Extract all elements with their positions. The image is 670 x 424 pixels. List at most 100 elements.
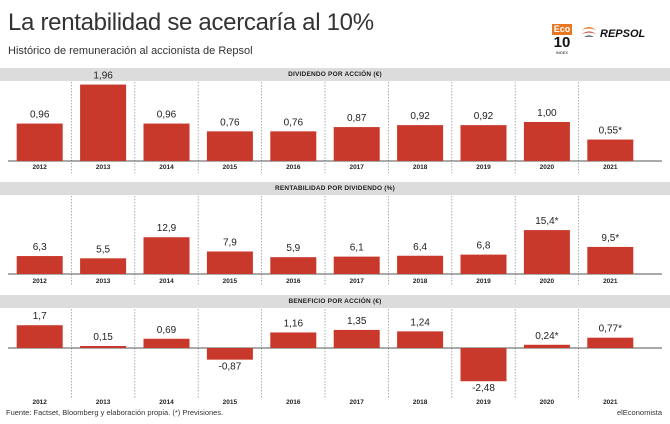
panel-1-header: DIVIDENDO POR ACCIÓN (€) [0,68,670,81]
year-label-2017: 2017 [349,278,364,285]
year-label-2018: 2018 [413,164,428,171]
value-label-2020: 1,00 [537,108,557,119]
value-label-2017: 0,87 [347,113,367,124]
value-label-2014: 0,96 [157,110,177,121]
bar-2015 [206,131,253,161]
value-label-2013: 1,96 [93,71,113,82]
panel-2-title: RENTABILIDAD POR DIVIDENDO (%) [275,185,395,192]
value-label-2019: 6,8 [477,241,491,252]
year-label-2019: 2019 [476,399,491,406]
year-label-2020: 2020 [540,278,555,285]
bar-2016 [270,131,317,161]
value-label-2017: 6,1 [350,243,364,254]
year-label-2019: 2019 [476,164,491,171]
eco10-logo: Eco 10 INDEX [552,24,572,56]
panel-1-title: DIVIDENDO POR ACCIÓN (€) [288,71,382,78]
value-label-2016: 0,76 [284,117,304,128]
value-label-2015: 7,9 [223,237,237,248]
bar-2013 [80,258,127,274]
year-label-2020: 2020 [540,399,555,406]
eco-logo-number: 10 [553,34,571,51]
bar-2019 [460,348,507,382]
value-label-2012: 6,3 [33,242,47,253]
year-label-2019: 2019 [476,278,491,285]
value-label-2021: 9,5* [601,233,619,244]
bar-2015 [206,348,253,360]
value-label-2013: 0,15 [93,332,113,343]
bar-2014 [143,338,190,348]
bar-2014 [143,237,190,274]
year-label-2012: 2012 [32,399,47,406]
repsol-flame-icon [582,27,596,37]
year-label-2021: 2021 [603,278,618,285]
year-label-2013: 2013 [96,164,111,171]
year-label-2013: 2013 [96,399,111,406]
eco-logo-sub: INDEX [555,50,569,55]
bar-2019 [460,254,507,274]
value-label-2015: -0,87 [219,362,242,373]
value-label-2018: 6,4 [413,242,427,253]
bar-2013 [80,345,127,348]
source-note: Fuente: Factset, Bloomberg y elaboración… [6,408,224,417]
year-label-2017: 2017 [349,399,364,406]
year-label-2017: 2017 [349,164,364,171]
value-label-2012: 0,96 [30,110,50,121]
year-label-2016: 2016 [286,164,301,171]
bar-2018 [397,255,444,274]
year-label-2015: 2015 [223,278,238,285]
bar-2018 [397,125,444,161]
value-label-2014: 0,69 [157,325,177,336]
value-label-2020: 15,4* [535,216,558,227]
value-label-2016: 1,16 [284,318,304,329]
value-label-2018: 1,24 [410,317,430,328]
bar-2017 [333,127,380,161]
bar-2015 [206,251,253,274]
panel-3-header: BENEFICIO POR ACCIÓN (€) [0,295,670,308]
bar-2013 [80,84,127,161]
bar-2012 [16,123,63,161]
bar-2012 [16,325,63,348]
page-title: La rentabilidad se acercaría al 10% [8,9,374,36]
year-label-2020: 2020 [540,164,555,171]
bar-2020 [523,230,570,274]
year-label-2015: 2015 [223,164,238,171]
year-label-2018: 2018 [413,399,428,406]
value-label-2021: 0,77* [599,324,622,335]
year-label-2021: 2021 [603,399,618,406]
panel-3-title: BENEFICIO POR ACCIÓN (€) [288,298,382,305]
year-label-2016: 2016 [286,399,301,406]
year-label-2015: 2015 [223,399,238,406]
year-label-2014: 2014 [159,278,174,285]
value-label-2019: 0,92 [474,111,494,122]
bar-2016 [270,257,317,274]
bar-2021 [587,337,634,348]
value-label-2012: 1,7 [33,311,47,322]
value-label-2015: 0,76 [220,117,240,128]
bar-2016 [270,332,317,348]
bar-2012 [16,256,63,274]
value-label-2016: 5,9 [286,243,300,254]
bar-2017 [333,256,380,274]
publisher-credit: elEconomista [616,408,662,417]
repsol-logo: REPSOL [580,22,660,46]
panel-2-header: RENTABILIDAD POR DIVIDENDO (%) [0,182,670,195]
bar-2020 [523,122,570,161]
year-label-2018: 2018 [413,278,428,285]
year-label-2012: 2012 [32,164,47,171]
bar-2018 [397,331,444,348]
bar-2019 [460,125,507,161]
value-label-2018: 0,92 [410,111,430,122]
bar-2020 [523,344,570,348]
value-label-2014: 12,9 [157,223,177,234]
bar-2014 [143,123,190,161]
value-label-2013: 5,5 [96,244,110,255]
value-label-2019: -2,48 [472,383,495,394]
value-label-2017: 1,35 [347,316,367,327]
year-label-2021: 2021 [603,164,618,171]
page-subtitle: Histórico de remuneración al accionista … [8,45,253,57]
bar-2021 [587,139,634,161]
eco-logo-top: Eco [552,24,572,35]
year-label-2012: 2012 [32,278,47,285]
value-label-2020: 0,24* [535,331,558,342]
